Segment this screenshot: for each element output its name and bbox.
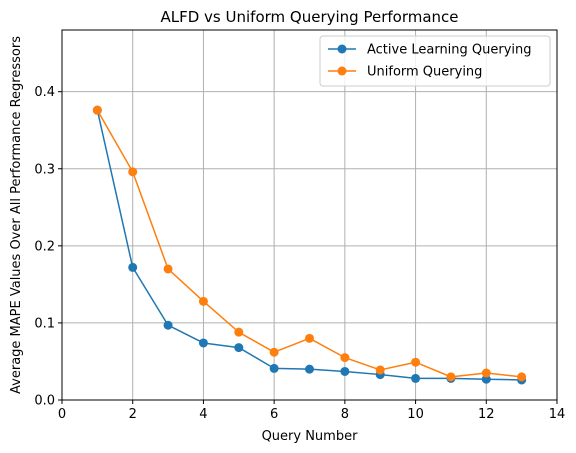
data-point-series-0 <box>411 373 421 383</box>
data-point-series-1 <box>163 264 173 274</box>
y-axis-title: Average MAPE Values Over All Performance… <box>9 36 24 394</box>
x-tick-label: 14 <box>549 407 566 422</box>
x-axis-title: Query Number <box>262 429 359 444</box>
data-point-series-0 <box>198 338 208 348</box>
x-tick-label: 4 <box>199 407 207 422</box>
legend: Active Learning Querying Uniform Queryin… <box>319 35 551 87</box>
plot-series <box>92 105 527 385</box>
legend-marker-active-learning <box>337 44 347 54</box>
y-tick-label: 0.0 <box>34 394 55 409</box>
legend-box <box>319 35 551 87</box>
data-point-series-0 <box>163 320 173 330</box>
y-tick-label: 0.4 <box>34 85 55 100</box>
data-point-series-1 <box>517 372 527 382</box>
data-point-series-0 <box>269 363 279 373</box>
x-tick-label: 8 <box>341 407 349 422</box>
data-point-series-1 <box>269 347 279 357</box>
legend-label-uniform: Uniform Querying <box>367 65 482 80</box>
y-tick-label: 0.3 <box>34 162 55 177</box>
data-point-series-0 <box>305 364 314 374</box>
data-point-series-1 <box>198 296 208 306</box>
axes-frame <box>61 29 558 401</box>
data-point-series-0 <box>481 374 491 384</box>
data-point-series-1 <box>92 105 102 115</box>
data-point-series-0 <box>340 366 350 376</box>
legend-label-active-learning: Active Learning Querying <box>367 43 532 58</box>
data-point-series-1 <box>340 353 350 363</box>
x-tick-label: 6 <box>270 407 278 422</box>
data-point-series-1 <box>375 365 385 375</box>
legend-marker-uniform <box>337 66 347 76</box>
x-tick-label: 12 <box>478 407 495 422</box>
axis-ticks: 0 2 4 6 8 10 12 14 0.0 0.1 0.2 0.3 0.4 <box>34 85 565 422</box>
x-tick-label: 10 <box>407 407 424 422</box>
data-point-series-1 <box>305 333 314 343</box>
chart-title: ALFD vs Uniform Querying Performance <box>160 8 458 26</box>
data-point-series-1 <box>446 372 456 382</box>
data-point-series-0 <box>128 262 138 272</box>
data-point-series-1 <box>128 167 138 177</box>
data-point-series-1 <box>481 368 491 378</box>
x-tick-label: 0 <box>58 407 66 422</box>
x-tick-label: 2 <box>129 407 137 422</box>
data-point-series-1 <box>411 357 421 367</box>
y-tick-label: 0.2 <box>34 239 55 254</box>
data-point-series-1 <box>234 327 244 337</box>
data-point-series-0 <box>234 343 244 353</box>
y-tick-label: 0.1 <box>34 316 55 331</box>
